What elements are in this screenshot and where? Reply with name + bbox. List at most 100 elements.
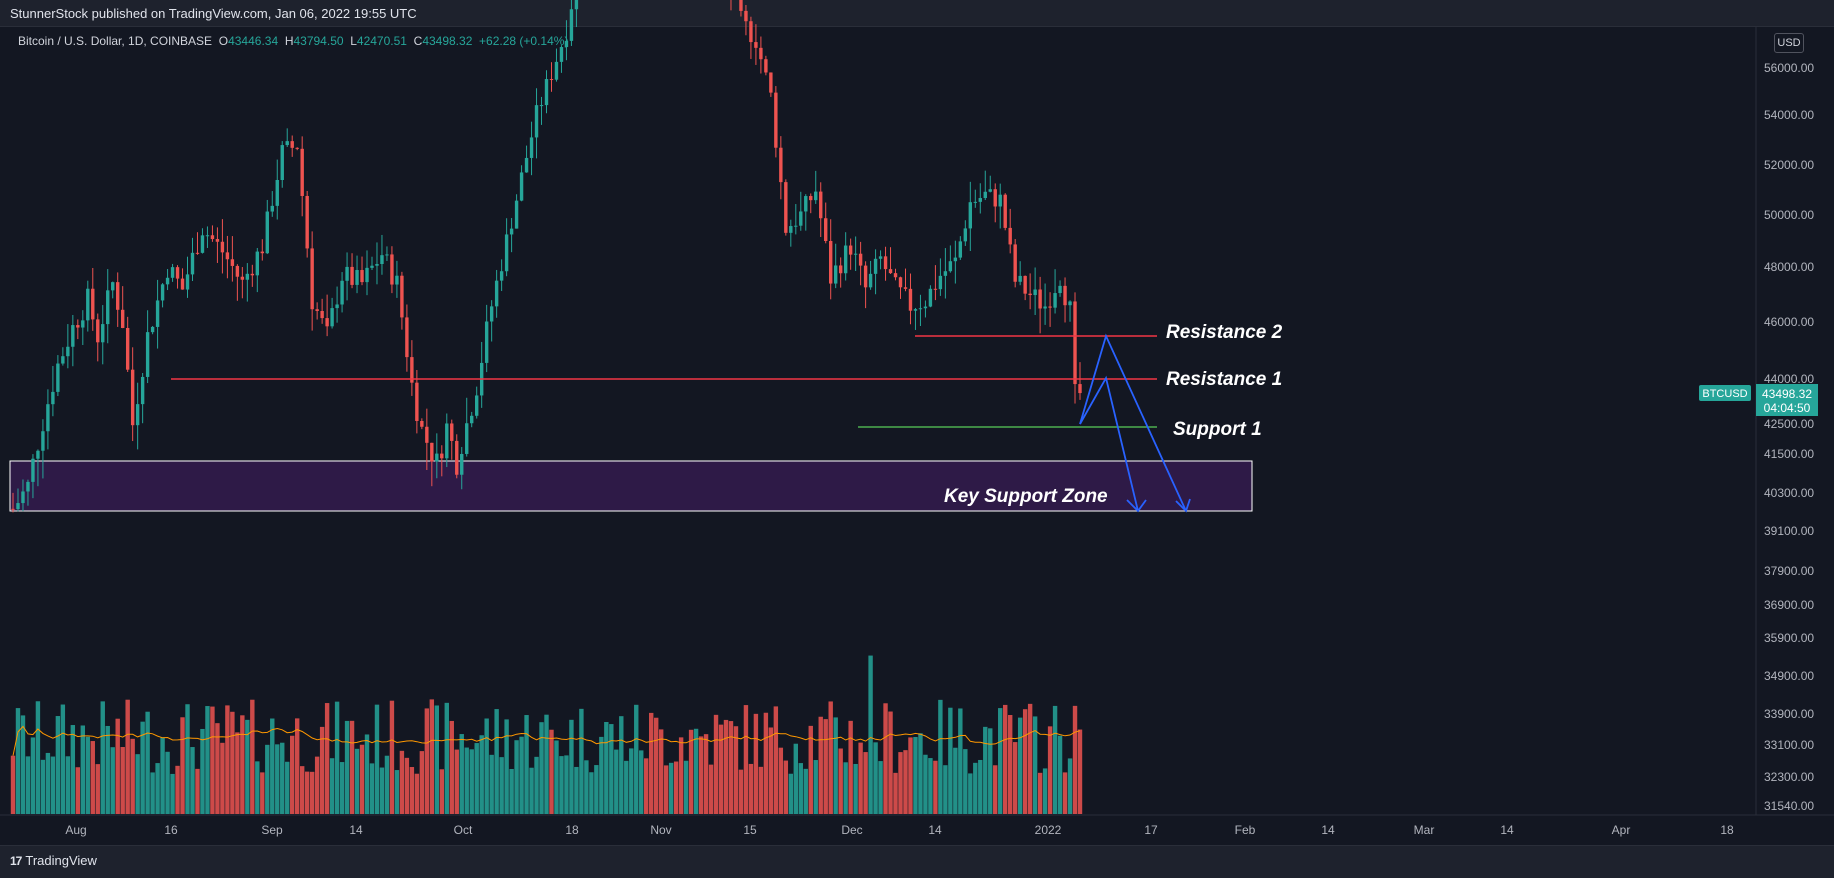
volume-bar [688, 729, 694, 814]
volume-bar [479, 735, 484, 814]
candle-body [504, 234, 509, 272]
candle-body [140, 376, 145, 405]
candle-body [155, 300, 160, 327]
candle-body [285, 141, 289, 146]
volume-bar [968, 773, 973, 814]
candle-body [375, 264, 379, 266]
candle-body [215, 239, 220, 242]
candle-body [86, 288, 90, 321]
volume-bar [953, 747, 958, 814]
price-tick-label: 32300.00 [1764, 770, 1814, 784]
price-chart[interactable]: Resistance 2 Resistance 1 Support 1 Key … [0, 0, 1834, 845]
candle-body [455, 440, 459, 475]
candle-body [574, 0, 579, 10]
volume-bar [50, 756, 56, 814]
volume-bar [170, 773, 175, 814]
volume-bar [728, 721, 734, 814]
volume-bar [913, 737, 918, 814]
volume-bar [998, 708, 1003, 814]
candle-body [863, 265, 868, 288]
volume-bar [668, 762, 674, 814]
volume-bar [215, 723, 220, 814]
volume-bar [658, 729, 664, 814]
volume-bar [200, 728, 205, 814]
candle-body [938, 275, 943, 290]
price-tick-label: 44000.00 [1764, 372, 1814, 386]
volume-bar [120, 747, 125, 814]
time-tick-label: 14 [349, 823, 363, 837]
volume-bar [275, 744, 280, 814]
volume-bar [793, 743, 798, 814]
candle-body [190, 252, 195, 275]
volume-bar [55, 716, 61, 814]
volume-bar [524, 715, 529, 814]
volume-bar [339, 762, 345, 814]
price-axis[interactable]: 56000.00 54000.00 52000.00 50000.00 48000.00… [1764, 61, 1814, 813]
candle-body [1038, 289, 1042, 309]
close-label: C [413, 34, 423, 48]
volume-bar [354, 748, 360, 814]
candle-body [484, 321, 489, 363]
symbol-tag [1699, 385, 1751, 401]
volume-bar [1047, 726, 1053, 814]
volume-bar [160, 737, 165, 814]
volume-bar [1007, 715, 1013, 814]
candle-body [908, 288, 913, 311]
volume-bar [574, 766, 579, 814]
candle-body [804, 196, 808, 212]
time-tick-label: Sep [261, 823, 283, 837]
resistance-1-label: Resistance 1 [1166, 369, 1282, 390]
volume-bar [569, 719, 574, 814]
volume-bar [634, 704, 639, 814]
projection-path-2[interactable] [1079, 333, 1187, 512]
volume-bar [40, 759, 46, 814]
candle-body [400, 275, 404, 318]
candle-body [948, 261, 953, 272]
volume-bar [260, 772, 265, 814]
volume-bar [813, 760, 818, 814]
volume-bar [324, 703, 330, 814]
candle-body [963, 228, 968, 242]
projection-path-1[interactable] [1079, 375, 1139, 512]
candle-body [145, 332, 150, 377]
volume-bar [733, 726, 739, 814]
time-tick-label: 16 [164, 823, 178, 837]
volume-bar [449, 720, 454, 814]
volume-bar [703, 734, 709, 814]
candle-body [76, 325, 80, 328]
candle-body [998, 194, 1002, 207]
candle-body [913, 309, 918, 311]
time-tick-label: Oct [454, 823, 473, 837]
candle-body [744, 10, 748, 22]
key-support-zone-label: Key Support Zone [944, 486, 1108, 507]
volume-ma-line [12, 725, 1081, 756]
volume-bar [504, 719, 509, 814]
volume-bar [399, 750, 405, 814]
key-support-zone[interactable] [9, 460, 1253, 512]
time-axis[interactable]: Aug 16 Sep 14 Oct 18 Nov 15 Dec 14 2022 17 Feb 14 Mar 1… [65, 823, 1734, 837]
tradingview-logo[interactable]: 17 TradingView [10, 853, 97, 868]
candle-body [465, 423, 469, 454]
volume-bar [25, 756, 31, 814]
volume-bar [933, 760, 938, 814]
volume-bar [70, 725, 76, 814]
candle-body [185, 274, 190, 290]
volume-bar [235, 732, 240, 814]
candle-body [430, 442, 434, 462]
volume-bar [519, 736, 524, 814]
volume-bar [20, 715, 26, 814]
candle-body [420, 420, 424, 427]
currency-badge[interactable]: USD [1774, 33, 1804, 53]
time-tick-label: Dec [841, 823, 862, 837]
candle-body [345, 266, 349, 281]
volume-bar [1057, 735, 1063, 814]
volume-bar [604, 721, 609, 814]
volume-bar [295, 718, 300, 814]
price-tick-label: 52000.00 [1764, 158, 1814, 172]
support-1-label: Support 1 [1173, 419, 1262, 440]
volume-bar [115, 718, 120, 814]
volume-bar [549, 729, 554, 814]
candle-body [789, 226, 793, 233]
candle-body [255, 251, 260, 276]
price-tick-label: 42500.00 [1764, 417, 1814, 431]
